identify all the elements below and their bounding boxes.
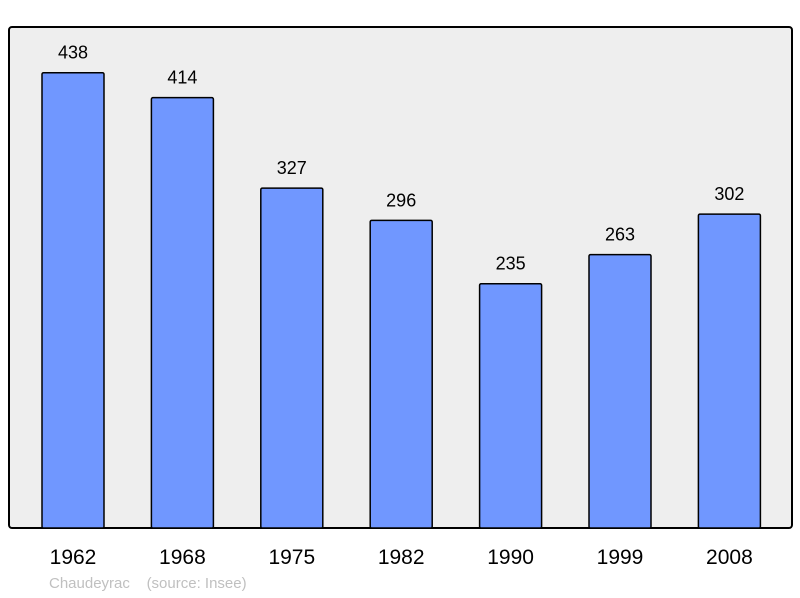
place-name: Chaudeyrac [49, 575, 130, 592]
x-tick-label: 1990 [487, 546, 534, 569]
data-label: 438 [58, 43, 88, 63]
data-label: 414 [167, 68, 197, 88]
bar-1962 [41, 71, 105, 529]
x-tick-label: 1968 [159, 546, 206, 569]
x-tick-label: 2008 [706, 546, 753, 569]
chart-footer: Chaudeyrac (source: Insee) [49, 575, 247, 592]
bar-2008 [697, 213, 762, 529]
x-tick-label: 1975 [268, 546, 315, 569]
source-note: (source: Insee) [146, 575, 247, 592]
bar-1990 [478, 282, 543, 529]
bar-1999 [588, 253, 652, 529]
x-tick-label: 1999 [597, 546, 644, 569]
bar-1968 [150, 96, 215, 529]
data-label: 302 [714, 184, 744, 204]
x-tick-label: 1982 [378, 546, 425, 569]
data-label: 235 [496, 254, 526, 274]
data-label: 263 [605, 225, 635, 245]
bar-1975 [260, 187, 324, 529]
x-tick-label: 1962 [50, 546, 97, 569]
bar-1982 [369, 219, 433, 529]
data-label: 327 [277, 158, 307, 178]
data-label: 296 [386, 190, 416, 210]
